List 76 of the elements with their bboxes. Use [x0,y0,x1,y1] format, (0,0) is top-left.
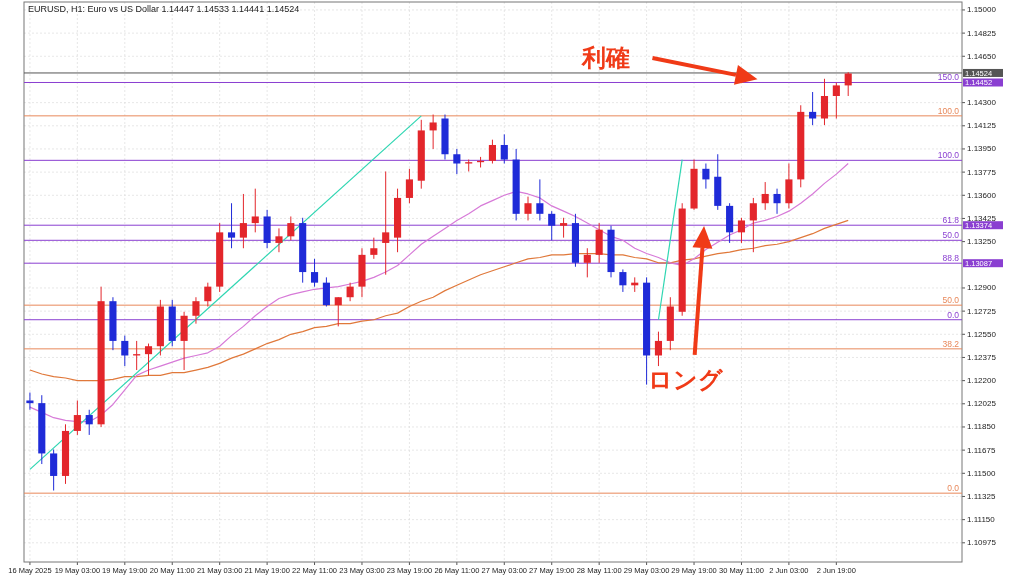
candlestick [536,178,544,221]
y-tick-label: 1.12550 [967,329,997,339]
text: 0.0 [947,309,960,320]
text: 88.8 [942,253,960,264]
annotation: ロング [647,366,724,394]
y-tick-label: 1.12900 [967,283,997,293]
y-tick-label: 1.13600 [967,190,997,200]
candlestick [488,139,496,165]
candlestick [346,282,354,302]
candlestick [560,217,568,239]
candlestick [820,78,829,126]
y-tick-label: 1.12375 [967,352,997,362]
candlestick [809,91,817,126]
candlestick [785,163,793,210]
y-tick-label: 1.14650 [967,51,997,61]
y-tick-label: 1.11325 [967,491,996,501]
candlestick [773,188,781,215]
y-tick-label: 1.14825 [967,28,997,38]
candlestick [370,237,378,260]
y-tick-label: 1.11675 [967,445,996,455]
candlestick [310,258,319,288]
y-tick-label: 1.13425 [967,213,997,223]
text: 150.0 [937,72,960,83]
y-tick-label: 1.15000 [967,5,997,15]
text: 0.0 [947,483,960,494]
y-tick-label: 1.11150 [967,515,996,525]
y-tick-label: 1.14300 [967,98,997,108]
text: 38.2 [942,338,960,349]
text: 61.8 [942,215,960,226]
y-tick-label: 1.12200 [967,376,997,386]
candlestick [619,268,627,293]
candlestick [204,282,212,307]
candlestick [548,210,556,241]
candlestick [654,331,663,367]
candlestick [121,335,129,367]
candlestick [227,202,236,249]
candlestick [322,276,330,307]
candlestick [524,196,532,221]
candlestick [334,296,342,327]
candlestick [761,181,769,211]
candlestick [405,168,413,204]
candlestick [251,188,259,233]
text: 50.0 [942,295,960,306]
y-tick-label: 1.14125 [967,121,997,131]
text: 100.0 [937,105,960,116]
y-tick-label: 1.13775 [967,167,997,177]
y-tick-label: 1.13250 [967,237,997,247]
candlestick [382,170,390,276]
candlestick [73,399,81,436]
candlestick [275,227,283,253]
y-tick-label: 1.12025 [967,399,997,409]
candlestick [844,71,852,97]
y-tick-label: 1.11850 [967,422,996,432]
candlestick [192,296,200,325]
candlestick [832,82,840,119]
candlestick [429,114,437,150]
candlestick [239,193,247,249]
candlestick [287,215,295,241]
y-tick-label: 1.13950 [967,144,997,154]
candlestick [50,448,58,492]
y-tick-label: 1.12725 [967,306,997,316]
candlestick [85,409,93,436]
text: 100.0 [937,150,960,161]
candlestick [583,247,591,278]
chart-title: EURUSD, H1: Euro vs US Dollar 1.14447 1.14533 1.14441 1.14524 [28,4,300,14]
candlestick [749,197,757,253]
y-tick-label: 1.10975 [967,538,997,548]
candlestick [26,392,34,411]
candlestick [737,217,746,244]
text: 50.0 [942,230,960,241]
candlestick [500,133,508,165]
annotation: 利確 [581,44,631,72]
candlestick [453,148,461,175]
candlestick [144,343,153,376]
y-tick-label: 1.11500 [967,468,996,478]
candlestick [702,163,710,190]
